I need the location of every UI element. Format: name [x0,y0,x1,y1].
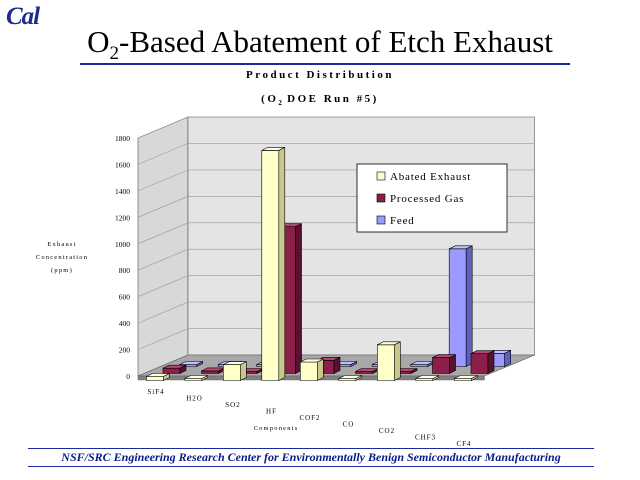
y-tick-label: 800 [119,266,131,275]
bar-processed-gas-sif4 [162,367,181,374]
bar-processed-gas-cf4 [470,353,489,374]
chart-title: Product Distribution [246,69,394,81]
y-tick-label: 1600 [115,160,130,169]
y-tick-label: 600 [119,293,131,302]
back-wall [187,116,535,356]
gridline [137,328,535,350]
gridline [137,301,535,324]
bar-abated-exhaust-co2-top [377,341,401,346]
bar-abated-exhaust-cof2-top [300,358,324,363]
y-tick-label: 1000 [115,240,130,249]
bar-processed-gas-h2o [201,370,219,374]
chart-subtitle-suffix: DOE Run #5) [281,93,379,105]
bar-abated-exhaust-co2 [376,344,395,381]
x-tick-label: H2O [186,395,203,403]
y-tick-label: 400 [119,319,131,328]
chart-subtitle: (O2 DOE Run #5) [0,93,640,107]
gridline [137,248,535,271]
x-tick-label: CF4 [456,440,471,448]
bar-abated-exhaust-hf-top [261,147,285,151]
chart-subtitle-subscript: 2 [278,99,282,107]
bar-processed-gas-cf4-side [487,350,495,374]
chart-subtitle-prefix: (O [261,93,279,105]
bar-feed-chf3 [448,248,467,367]
bar-feed-chf3-top [449,245,473,250]
gridline [137,143,535,165]
title-suffix: -Based Abatement of Etch Exhaust [119,24,553,59]
slide-title: O2-Based Abatement of Etch Exhaust [0,24,640,64]
title-prefix: O [87,24,110,59]
bar-abated-exhaust-hf [261,150,280,381]
cal-logo: Cal [6,3,40,30]
y-tick-label: 1200 [115,213,130,222]
bar-abated-exhaust-so2-top [223,361,247,365]
footer-text: NSF/SRC Engineering Research Center for … [61,450,561,464]
title-underline [80,63,570,65]
bar-abated-exhaust-so2 [223,364,241,381]
x-tick-label: HF [266,408,277,416]
legend-label: Feed [390,215,415,227]
x-axis-label: Components [254,425,299,432]
bar-abated-exhaust-cof2 [299,361,318,381]
bar-abated-exhaust-hf-side [278,146,286,381]
y-tick-label: 0 [126,372,130,381]
bar-abated-exhaust-co2-side [393,341,401,381]
bar-processed-gas-hf-side [295,223,302,374]
bar-abated-exhaust-chf3-top [415,375,439,379]
bar-processed-gas-sif4-top [162,364,187,369]
footer-rule-bottom [28,466,594,467]
y-axis-label: Concentration [36,254,88,261]
left-wall [137,116,189,377]
bar-abated-exhaust-co-top [338,375,362,379]
x-tick-label: SO2 [225,401,240,409]
gridline [137,275,535,297]
bar-feed-sif4-top [179,361,203,365]
bar-feed-chf3-side [465,245,473,367]
bar-abated-exhaust-cof2-side [316,358,324,381]
bar-processed-gas-cf4-top [470,350,495,355]
x-tick-label: CO [343,421,355,429]
x-tick-label: SiF4 [147,388,164,396]
legend-label: Processed Gas [390,193,464,205]
y-tick-label: 1800 [115,134,130,143]
bar-abated-exhaust-sif4-top [146,373,170,377]
x-tick-label: COF2 [299,414,320,422]
y-tick-label: 200 [119,346,131,355]
footer-rule-top [28,448,594,449]
x-tick-label: CHF3 [415,434,436,442]
bar-abated-exhaust-sif4 [146,376,164,381]
y-tick-label: 1400 [115,187,130,196]
legend-swatch [376,215,386,225]
y-axis-label: (ppm) [51,267,73,274]
bar-processed-gas-chf3-top [432,354,456,358]
title-subscript: 2 [109,43,120,64]
legend-swatch [376,193,386,203]
gridline [137,116,535,139]
bar-processed-gas-chf3 [432,357,450,374]
legend-label: Abated Exhaust [390,171,471,183]
x-tick-label: CO2 [379,427,395,435]
bar-abated-exhaust-cf4-top [454,375,478,379]
y-axis-label: Exhaust [47,241,76,248]
legend-swatch [376,171,386,181]
bar-abated-exhaust-h2o-top [184,375,208,379]
